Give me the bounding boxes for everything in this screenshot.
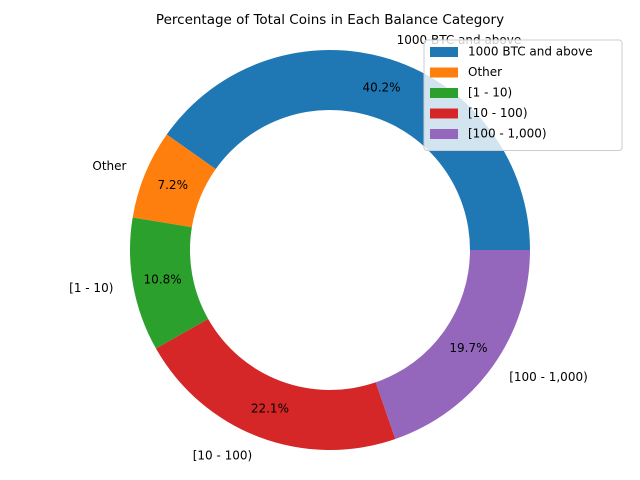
value-label: 22.1% [251, 402, 289, 416]
wedge [155, 318, 396, 450]
wedge [375, 250, 530, 440]
legend-label: 1000 BTC and above [468, 45, 593, 59]
category-label: Other [92, 159, 126, 173]
legend-swatch [430, 88, 458, 98]
chart-title: Percentage of Total Coins in Each Balanc… [156, 12, 504, 28]
legend-label: [1 - 10) [468, 86, 512, 100]
category-label: [10 - 100) [193, 448, 253, 462]
legend: 1000 BTC and above Other [1 - 10) [10 - 100… [423, 39, 623, 151]
legend-swatch [430, 67, 458, 78]
value-label: 40.2% [362, 80, 400, 94]
category-label: [100 - 1,000) [509, 370, 588, 384]
legend-swatch [430, 129, 458, 139]
legend-swatch [430, 108, 458, 119]
legend-swatch [430, 47, 458, 57]
category-label: [1 - 10) [69, 281, 113, 295]
value-label: 19.7% [449, 341, 487, 355]
wedge [130, 217, 209, 349]
legend-label: [100 - 1,000) [468, 127, 547, 141]
legend-label: [10 - 100) [468, 106, 528, 120]
wedge [132, 134, 216, 228]
value-label: 7.2% [157, 178, 188, 192]
value-label: 10.8% [144, 272, 182, 286]
legend-label: Other [468, 65, 502, 79]
legend-box [423, 39, 623, 151]
